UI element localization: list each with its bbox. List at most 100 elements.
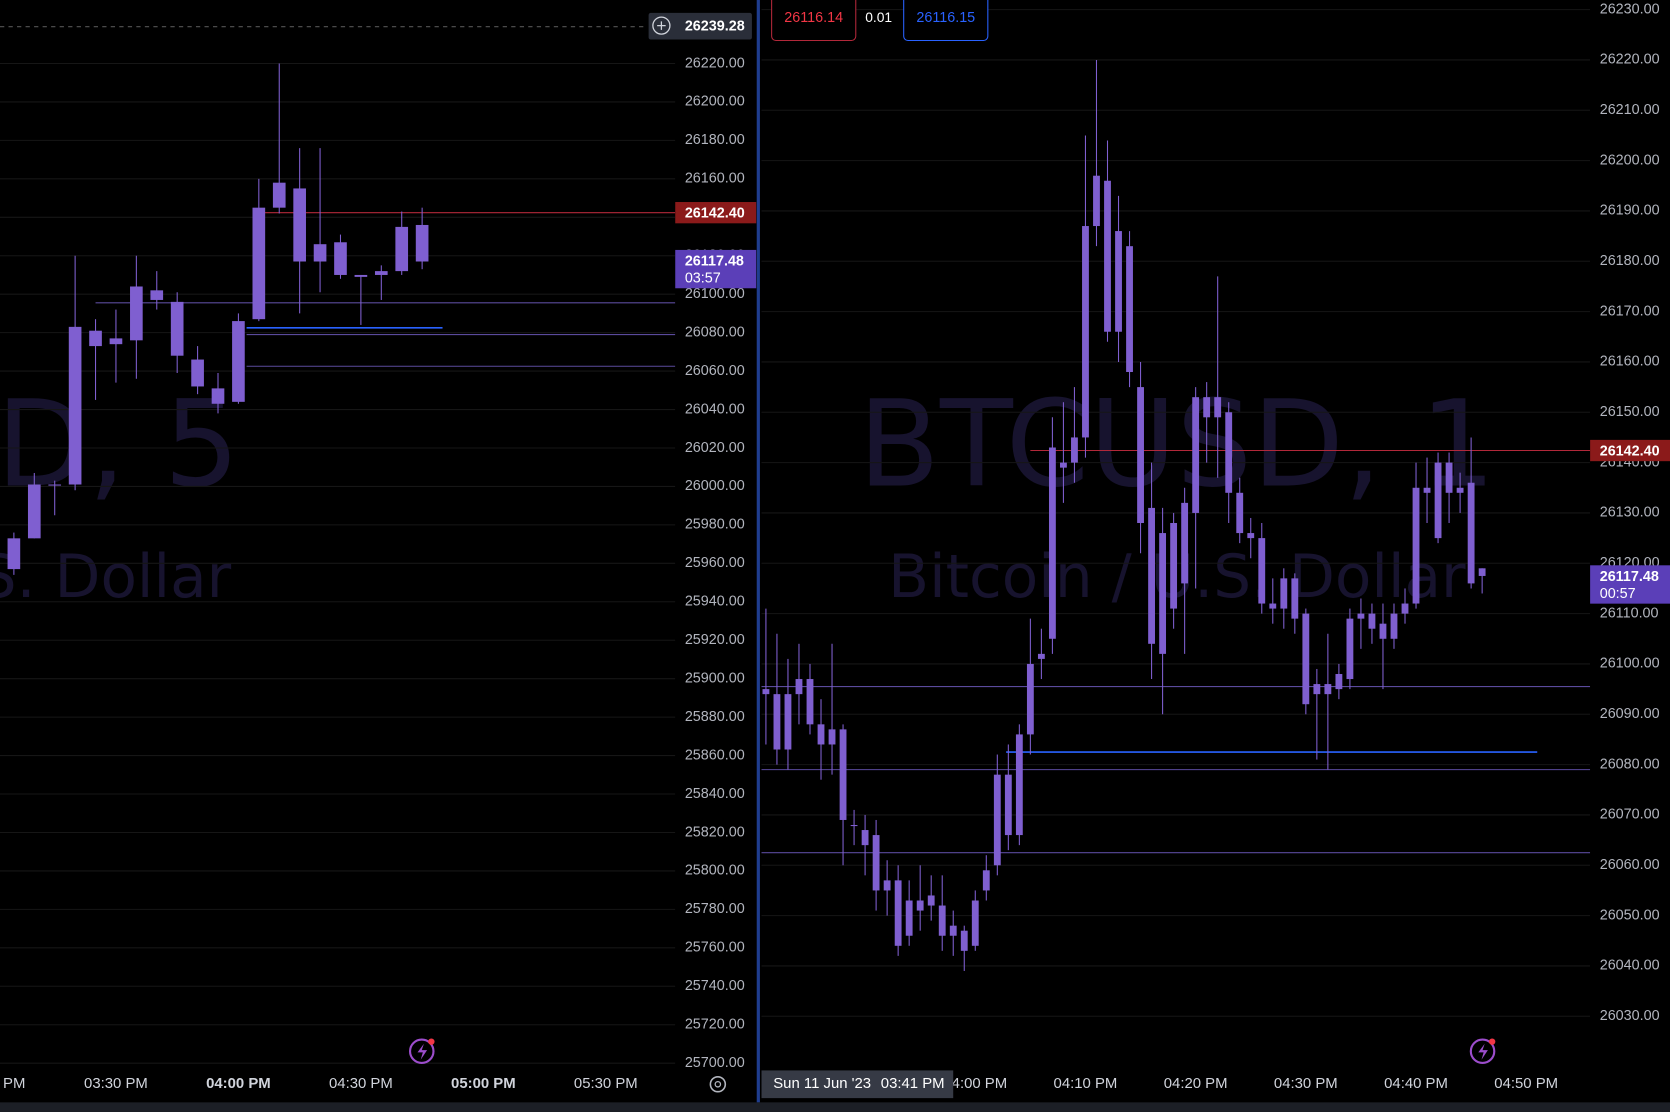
candle-body — [817, 724, 825, 745]
candle-body — [252, 207, 266, 320]
candle-body — [293, 188, 306, 262]
buy-button[interactable] — [903, 0, 989, 42]
icon-ring — [1469, 1038, 1496, 1065]
x-tick-label: 04:20 PM — [1164, 1076, 1228, 1092]
settings-icon-center — [714, 1080, 722, 1088]
sell-price: 26116.14 — [784, 10, 843, 26]
candle-body — [415, 224, 429, 262]
y-tick-label: 25840.00 — [685, 786, 745, 802]
y-tick-label: 26180.00 — [1600, 253, 1660, 269]
y-tick-label: 25700.00 — [685, 1055, 745, 1071]
candle-body — [211, 388, 225, 404]
candle-body — [1390, 613, 1398, 639]
y-tick-label: 26150.00 — [1600, 404, 1660, 420]
add-alert-icon[interactable] — [652, 16, 671, 35]
candle-body — [1093, 175, 1100, 227]
y-tick-label: 26060.00 — [1600, 857, 1660, 873]
y-tick-label: 26070.00 — [1600, 807, 1660, 823]
y-tick-label: 26130.00 — [1600, 505, 1660, 521]
y-tick-label: 26160.00 — [1600, 354, 1660, 370]
candle-body — [68, 326, 82, 485]
settings-icon[interactable] — [709, 1076, 727, 1093]
y-tick-label: 26110.00 — [1600, 605, 1659, 621]
candle-body — [191, 359, 204, 387]
candle-body — [762, 689, 770, 695]
candle-body — [894, 880, 902, 946]
candle-body — [313, 244, 327, 262]
candle-body — [982, 870, 990, 891]
candle-body — [1412, 487, 1420, 604]
y-tick-label: 26190.00 — [1600, 203, 1660, 219]
candle-body — [872, 835, 880, 891]
candle-body — [1148, 507, 1155, 644]
y-tick-label: 25900.00 — [685, 670, 745, 686]
y-tick-label: 26030.00 — [1600, 1008, 1660, 1024]
lightning-icon[interactable] — [1469, 1038, 1496, 1065]
y-tick-label: 26080.00 — [685, 324, 745, 340]
candle-body — [1004, 774, 1012, 836]
y-tick-label: 26210.00 — [1600, 102, 1660, 118]
x-tick-label: 04:00 PM — [206, 1076, 271, 1092]
candle-body — [1026, 663, 1034, 735]
x-tick-label: 05:30 PM — [574, 1076, 638, 1092]
y-tick-label: 26180.00 — [685, 132, 745, 148]
candle-body — [1236, 492, 1244, 534]
lightning-icon[interactable] — [408, 1038, 435, 1065]
candle-body — [795, 679, 803, 695]
candle-body — [1170, 523, 1178, 609]
icon-dot — [428, 1038, 435, 1045]
candle-body — [89, 330, 102, 347]
y-tick-label: 26160.00 — [685, 171, 745, 187]
crosshair-date: Sun 11 Jun '23 — [773, 1076, 871, 1092]
y-tick-label: 26040.00 — [1600, 958, 1660, 974]
x-tick-label: 05:00 PM — [451, 1076, 516, 1092]
x-tick-label: 04:30 PM — [329, 1076, 393, 1092]
candle-body — [1225, 412, 1233, 493]
candle-body — [1269, 603, 1277, 609]
last-price-label: 26117.48 — [1600, 569, 1659, 585]
candle-body — [905, 900, 913, 936]
y-tick-label: 26220.00 — [1600, 52, 1660, 68]
y-tick-label: 26090.00 — [1600, 706, 1660, 722]
candle-body — [1357, 613, 1365, 619]
candle-body — [1048, 447, 1056, 639]
candle-body — [1192, 397, 1200, 513]
y-tick-label: 26020.00 — [685, 440, 745, 456]
candle-body — [1258, 538, 1266, 604]
candle-body — [1324, 684, 1332, 695]
icon-ring — [408, 1038, 435, 1065]
y-tick-label: 25860.00 — [685, 747, 745, 763]
candle-body — [1346, 618, 1354, 680]
candle-body — [1015, 734, 1023, 836]
y-tick-label: 26200.00 — [1600, 152, 1660, 168]
crosshair-price: 26239.28 — [685, 18, 745, 34]
y-tick-label: 26100.00 — [1600, 656, 1660, 672]
candle-body — [960, 930, 968, 951]
candle-body — [1137, 387, 1144, 524]
candle-body — [806, 679, 814, 725]
candle-body — [130, 286, 143, 341]
y-tick-label: 25980.00 — [685, 517, 745, 533]
price-line-label: 26142.40 — [685, 206, 745, 222]
candle-body — [927, 895, 935, 906]
y-tick-label: 25960.00 — [685, 555, 745, 571]
candle-body — [1126, 246, 1133, 373]
y-tick-label: 26000.00 — [685, 478, 745, 494]
last-price-label-bg — [1590, 565, 1670, 604]
candle-body — [334, 242, 347, 275]
candle-body — [784, 694, 792, 750]
price-line-label-bg — [675, 202, 757, 224]
sell-button[interactable] — [771, 0, 857, 42]
y-tick-label: 25820.00 — [685, 824, 745, 840]
candle-body — [170, 301, 184, 356]
last-price-label-bg — [675, 249, 757, 289]
candle-body — [354, 274, 368, 277]
candle-body — [27, 484, 41, 539]
y-tick-label: 26200.00 — [685, 94, 745, 110]
y-tick-label: 26050.00 — [1600, 907, 1660, 923]
icon-dot — [1488, 1038, 1496, 1045]
y-tick-label: 26100.00 — [685, 286, 745, 302]
y-tick-label: 25720.00 — [685, 1017, 745, 1033]
bottom-bar — [0, 1102, 1670, 1112]
